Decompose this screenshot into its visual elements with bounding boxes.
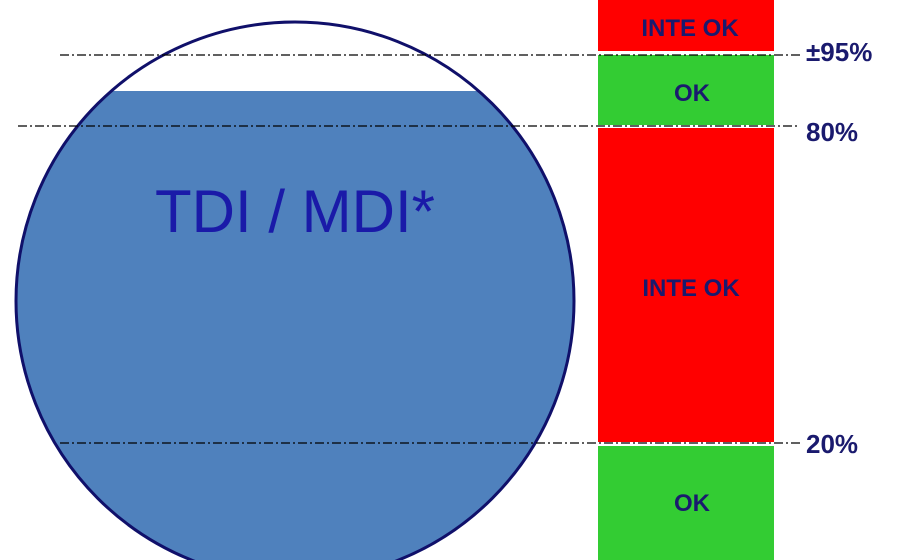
segment-ok-lower	[598, 446, 774, 560]
segment-not-ok-middle	[598, 128, 774, 442]
threshold-label-95: ±95%	[806, 37, 872, 67]
segment-not-ok-top-label: INTE OK	[641, 15, 739, 42]
segment-ok-lower-label: OK	[674, 490, 711, 517]
segment-not-ok-middle-label: INTE OK	[642, 275, 740, 302]
threshold-label-20: 20%	[806, 429, 858, 459]
tank-label: TDI / MDI*	[155, 178, 435, 245]
threshold-lines	[18, 54, 800, 444]
threshold-labels: ±95% 80% 20%	[806, 37, 872, 459]
threshold-label-80: 80%	[806, 117, 858, 147]
segment-not-ok-top	[598, 0, 774, 51]
status-bar: INTE OK OK INTE OK OK	[598, 0, 774, 560]
segment-ok-upper-label: OK	[674, 80, 711, 107]
tank: TDI / MDI*	[14, 20, 576, 560]
tank-liquid	[16, 91, 574, 560]
segment-ok-upper	[598, 55, 774, 125]
tank-outline	[14, 20, 576, 560]
